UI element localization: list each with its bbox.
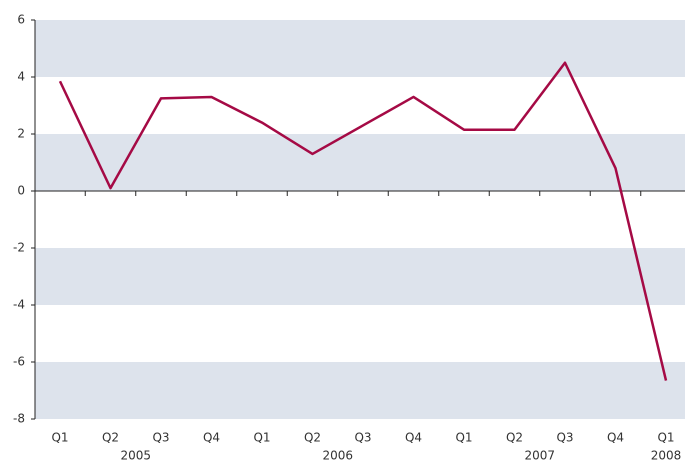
x-tick-label: Q3	[152, 431, 169, 445]
y-tick-label: -8	[13, 412, 25, 426]
x-tick-label: Q1	[455, 431, 472, 445]
y-tick-label: 0	[17, 184, 25, 198]
y-tick-label: 4	[17, 70, 25, 84]
y-tick-label: 6	[17, 13, 25, 27]
y-tick-label: -4	[13, 298, 25, 312]
x-tick-label: Q3	[354, 431, 371, 445]
y-tick-label: 2	[17, 127, 25, 141]
x-tick-label: Q2	[304, 431, 321, 445]
band	[35, 248, 685, 305]
year-label: 2006	[322, 449, 353, 462]
x-tick-label: Q1	[253, 431, 270, 445]
x-tick-label: Q4	[405, 431, 422, 445]
x-tick-label: Q2	[506, 431, 523, 445]
x-tick-label: Q1	[657, 431, 674, 445]
x-tick-label: Q3	[556, 431, 573, 445]
x-tick-label: Q2	[102, 431, 119, 445]
band	[35, 20, 685, 77]
y-tick-label: -6	[13, 355, 25, 369]
year-label: 2005	[120, 449, 151, 462]
x-tick-label: Q4	[607, 431, 624, 445]
line-series	[58, 61, 668, 381]
year-label: 2007	[524, 449, 555, 462]
x-tick-label: Q1	[51, 431, 68, 445]
x-tick-label: Q4	[203, 431, 220, 445]
band	[35, 134, 685, 191]
year-label: 2008	[651, 449, 682, 462]
band	[35, 362, 685, 419]
y-tick-label: -2	[13, 241, 25, 255]
